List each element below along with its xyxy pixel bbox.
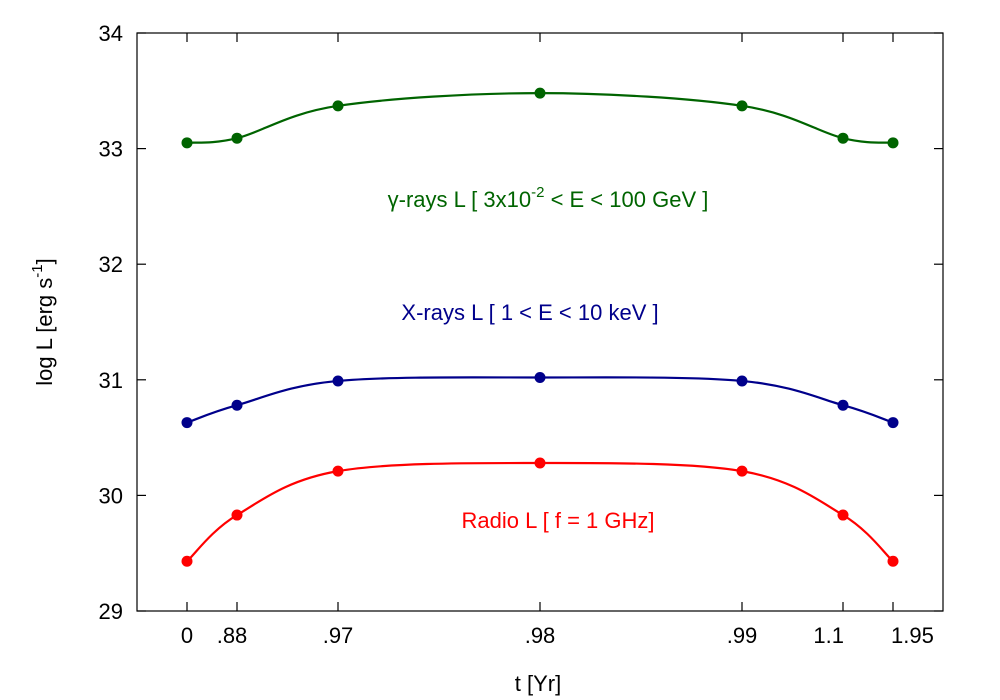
annotation-xray: X-rays L [ 1 < E < 10 keV ] [401,300,658,325]
data-point-xray [181,417,193,429]
annotation-gamma-pre: γ-rays L [ 3x10 [388,187,531,212]
data-point-radio [231,509,243,521]
x-tick-label: 1.95 [891,623,934,648]
y-tick-label: 29 [99,599,123,624]
data-point-gamma [736,100,748,112]
y-axis-title-close: ] [32,258,57,264]
y-tick-label: 34 [99,21,123,46]
annotation-gamma-sup: -2 [531,184,544,201]
y-tick-label: 31 [99,368,123,393]
y-axis-title-sup: -1 [29,264,46,277]
data-point-xray [534,371,546,383]
data-point-xray [231,399,243,411]
y-axis-title: log L [erg s-1] [29,258,57,386]
data-point-xray [736,375,748,387]
data-point-radio [736,465,748,477]
series-line-xray [186,376,894,424]
y-tick-label: 30 [99,483,123,508]
annotation-gamma: γ-rays L [ 3x10-2 < E < 100 GeV ] [388,184,709,212]
y-tick-label: 33 [99,137,123,162]
data-point-radio [887,555,899,567]
y-axis-title-main: log L [erg s [32,278,57,386]
series-radio [181,457,899,567]
data-point-xray [837,399,849,411]
x-tick-label: .99 [727,623,758,648]
series-xray [181,371,899,429]
data-point-radio [534,457,546,469]
data-point-gamma [332,100,344,112]
data-point-radio [332,465,344,477]
annotation-radio: Radio L [ f = 1 GHz] [462,508,655,533]
data-point-gamma [837,132,849,144]
x-tick-label: 0 [181,623,193,648]
data-point-gamma [231,132,243,144]
annotation-gamma-post: < E < 100 GeV ] [544,187,708,212]
series-group [181,87,899,567]
data-point-gamma [181,137,193,149]
data-point-gamma [887,137,899,149]
x-axis-title: t [Yr] [515,671,561,696]
data-point-gamma [534,87,546,99]
x-tick-label: .98 [525,623,556,648]
x-tick-label: .97 [323,623,354,648]
series-line-gamma [186,92,894,144]
x-tick-label: .88 [217,623,248,648]
data-point-xray [887,417,899,429]
y-axis-ticks: 29 30 31 32 33 34 [99,21,943,624]
data-point-radio [837,509,849,521]
x-axis-ticks: 0 .88 .97 .98 .99 1.1 1.95 [181,33,934,648]
x-tick-label: 1.1 [813,623,844,648]
data-point-radio [181,555,193,567]
series-gamma [181,87,899,149]
data-point-xray [332,375,344,387]
y-tick-label: 32 [99,252,123,277]
